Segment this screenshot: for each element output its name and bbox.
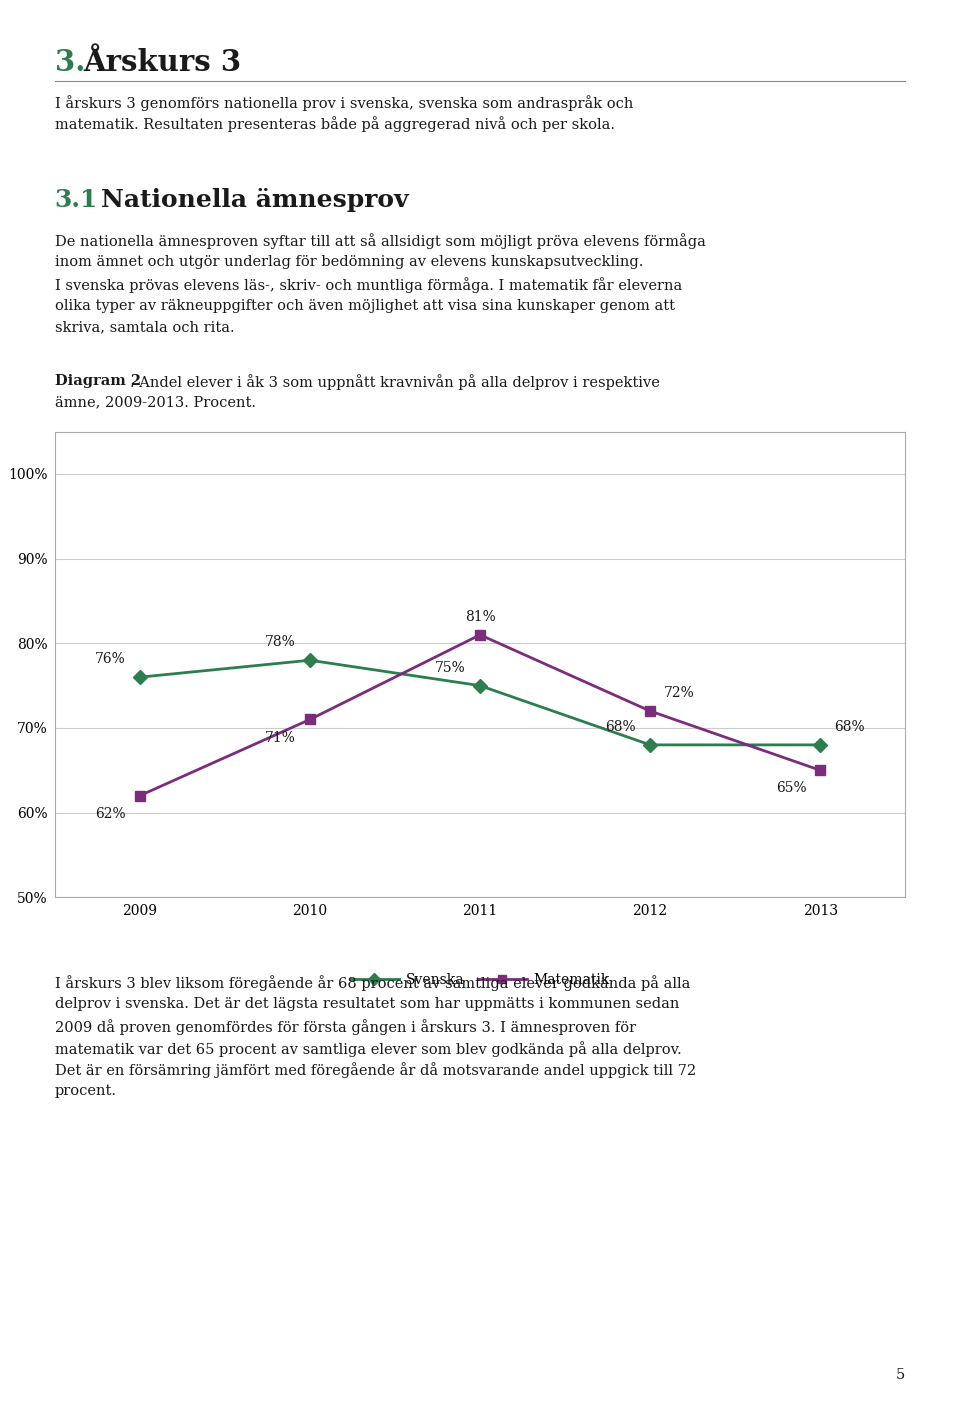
Text: delprov i svenska. Det är det lägsta resultatet som har uppmätts i kommunen seda: delprov i svenska. Det är det lägsta res…	[55, 998, 679, 1010]
Text: matematik var det 65 procent av samtliga elever som blev godkända på alla delpro: matematik var det 65 procent av samtliga…	[55, 1040, 682, 1057]
Text: Årskurs 3: Årskurs 3	[84, 48, 242, 78]
Text: procent.: procent.	[55, 1085, 117, 1098]
Text: Diagram 2: Diagram 2	[55, 374, 141, 387]
Text: . Andel elever i åk 3 som uppnått kravnivån på alla delprov i respektive: . Andel elever i åk 3 som uppnått kravni…	[130, 374, 660, 390]
Text: I svenska prövas elevens läs-, skriv- och muntliga förmåga. I matematik får elev: I svenska prövas elevens läs-, skriv- oc…	[55, 277, 682, 292]
Text: 76%: 76%	[95, 651, 126, 666]
Text: 68%: 68%	[606, 719, 636, 733]
Text: inom ämnet och utgör underlag för bedömning av elevens kunskapsutveckling.: inom ämnet och utgör underlag för bedömn…	[55, 256, 643, 268]
Text: 78%: 78%	[265, 634, 296, 649]
Legend: Svenska, Matematik: Svenska, Matematik	[345, 968, 615, 993]
Text: 2009 då proven genomfördes för första gången i årskurs 3. I ämnesproven för: 2009 då proven genomfördes för första gå…	[55, 1019, 636, 1034]
Text: 5: 5	[896, 1368, 905, 1382]
Text: matematik. Resultaten presenteras både på aggregerad nivå och per skola.: matematik. Resultaten presenteras både p…	[55, 117, 614, 133]
Text: 75%: 75%	[436, 660, 467, 674]
Text: 3.: 3.	[55, 48, 95, 78]
Text: 81%: 81%	[465, 610, 495, 623]
Text: Nationella ämnesprov: Nationella ämnesprov	[101, 188, 408, 212]
Text: 68%: 68%	[834, 719, 865, 733]
Text: 71%: 71%	[265, 731, 296, 745]
Text: De nationella ämnesproven syftar till att så allsidigt som möjligt pröva elevens: De nationella ämnesproven syftar till at…	[55, 233, 706, 249]
Text: Det är en försämring jämfört med föregående år då motsvarande andel uppgick till: Det är en försämring jämfört med föregåe…	[55, 1063, 696, 1078]
Text: 3.1: 3.1	[55, 188, 98, 212]
Text: ämne, 2009-2013. Procent.: ämne, 2009-2013. Procent.	[55, 396, 255, 410]
Text: I årskurs 3 blev liksom föregående år 68 procent av samtliga elever godkända på : I årskurs 3 blev liksom föregående år 68…	[55, 975, 690, 991]
Text: olika typer av räkneuppgifter och även möjlighet att visa sina kunskaper genom a: olika typer av räkneuppgifter och även m…	[55, 300, 675, 312]
Text: 72%: 72%	[664, 685, 695, 699]
Text: I årskurs 3 genomförs nationella prov i svenska, svenska som andraspråk och: I årskurs 3 genomförs nationella prov i …	[55, 95, 633, 110]
Text: 65%: 65%	[776, 781, 806, 796]
Text: 62%: 62%	[95, 807, 126, 821]
Text: skriva, samtala och rita.: skriva, samtala och rita.	[55, 321, 234, 335]
